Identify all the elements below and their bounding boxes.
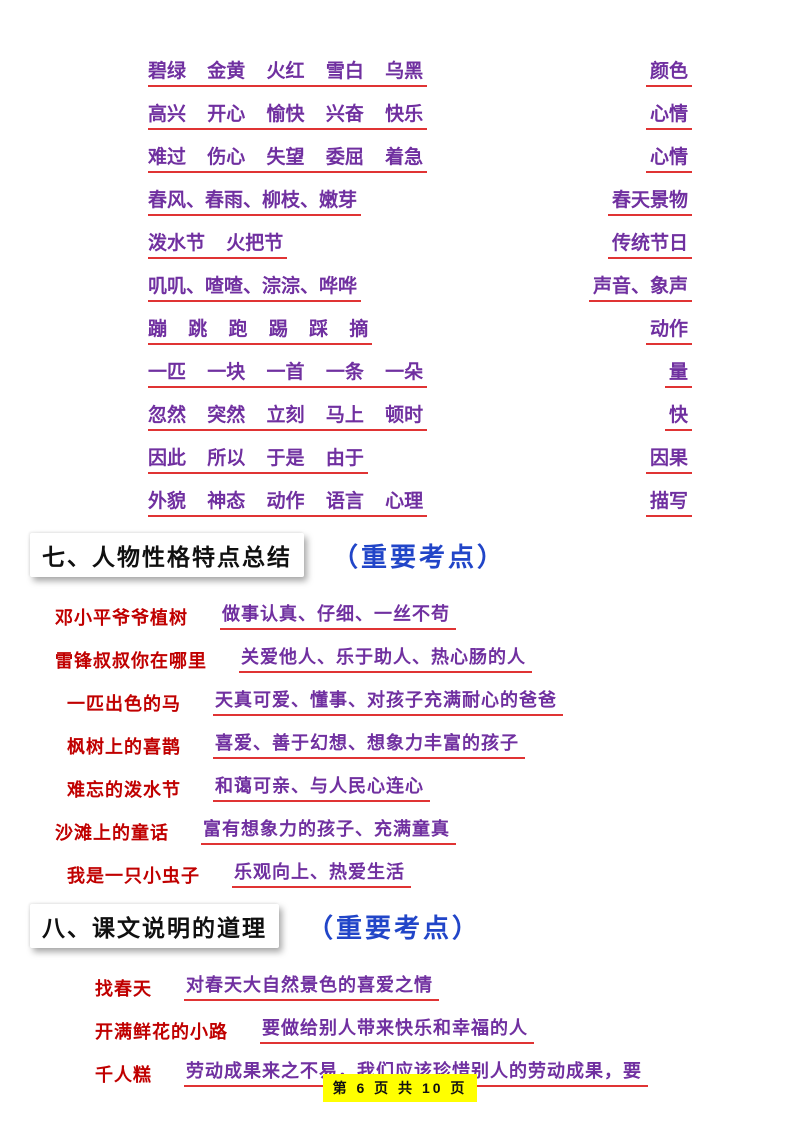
trait-answer: 富有想象力的孩子、充满童真 — [201, 819, 456, 845]
top-fill-in-section: 碧绿 金黄 火红 雪白 乌黑 颜色 高兴 开心 愉快 兴奋 快乐 心情 难过 伤… — [0, 0, 800, 517]
question-words: 难过 伤心 失望 委屈 着急 — [148, 147, 428, 173]
fill-in-row: 难过 伤心 失望 委屈 着急 心情 — [148, 130, 692, 173]
trait-answer: 做事认真、仔细、一丝不苟 — [220, 604, 456, 630]
fill-in-row: 泼水节 火把节 传统节日 — [148, 216, 692, 259]
lesson-title: 找春天 — [95, 979, 152, 1000]
answer-words: 颜色 — [645, 61, 692, 87]
lesson-moral-row: 开满鲜花的小路 要做给别人带来快乐和幸福的人 — [55, 1001, 745, 1044]
lesson-title: 开满鲜花的小路 — [95, 1022, 228, 1043]
answer-words: 描写 — [645, 491, 692, 517]
fill-in-row: 春风、春雨、柳枝、嫩芽 春天景物 — [148, 173, 692, 216]
section7-exam-badge: （重要考点） — [332, 541, 507, 572]
trait-row: 难忘的泼水节 和蔼可亲、与人民心连心 — [55, 759, 745, 802]
page-number-label: 第 6 页 共 10 页 — [322, 1074, 478, 1102]
trait-row: 我是一只小虫子 乐观向上、热爱生活 — [55, 845, 745, 888]
lesson-title: 邓小平爷爷植树 — [55, 608, 188, 629]
question-words: 碧绿 金黄 火红 雪白 乌黑 — [148, 61, 428, 87]
trait-row: 枫树上的喜鹊 喜爱、善于幻想、想象力丰富的孩子 — [55, 716, 745, 759]
lesson-title: 千人糕 — [95, 1065, 152, 1086]
fill-in-row: 一匹 一块 一首 一条 一朵 量 — [148, 345, 692, 388]
section8-rows: 找春天 对春天大自然景色的喜爱之情 开满鲜花的小路 要做给别人带来快乐和幸福的人… — [0, 956, 800, 1087]
moral-answer: 对春天大自然景色的喜爱之情 — [184, 975, 439, 1001]
question-words: 因此 所以 于是 由于 — [148, 448, 368, 474]
trait-answer: 乐观向上、热爱生活 — [232, 862, 411, 888]
trait-answer: 关爱他人、乐于助人、热心肠的人 — [239, 647, 532, 673]
question-words: 叽叽、喳喳、淙淙、哗哗 — [148, 276, 362, 302]
question-words: 高兴 开心 愉快 兴奋 快乐 — [148, 104, 428, 130]
section8-title: 八、课文说明的道理 — [30, 904, 279, 948]
section7-header: 七、人物性格特点总结 （重要考点） — [30, 533, 800, 577]
lesson-title: 枫树上的喜鹊 — [67, 737, 181, 758]
lesson-title: 沙滩上的童话 — [55, 823, 169, 844]
answer-words: 春天景物 — [607, 190, 692, 216]
trait-answer: 天真可爱、懂事、对孩子充满耐心的爸爸 — [213, 690, 563, 716]
question-words: 泼水节 火把节 — [148, 233, 288, 259]
section7-rows: 邓小平爷爷植树 做事认真、仔细、一丝不苟 雷锋叔叔你在哪里 关爱他人、乐于助人、… — [0, 585, 800, 888]
lesson-title: 雷锋叔叔你在哪里 — [55, 651, 207, 672]
section8-exam-badge: （重要考点） — [307, 912, 482, 943]
question-words: 外貌 神态 动作 语言 心理 — [148, 491, 428, 517]
answer-words: 因果 — [645, 448, 692, 474]
lesson-title: 难忘的泼水节 — [67, 780, 181, 801]
fill-in-row: 因此 所以 于是 由于 因果 — [148, 431, 692, 474]
trait-row: 一匹出色的马 天真可爱、懂事、对孩子充满耐心的爸爸 — [55, 673, 745, 716]
fill-in-row: 碧绿 金黄 火红 雪白 乌黑 颜色 — [148, 44, 692, 87]
trait-row: 沙滩上的童话 富有想象力的孩子、充满童真 — [55, 802, 745, 845]
fill-in-row: 外貌 神态 动作 语言 心理 描写 — [148, 474, 692, 517]
question-words: 春风、春雨、柳枝、嫩芽 — [148, 190, 362, 216]
fill-in-row: 蹦 跳 跑 踢 踩 摘 动作 — [148, 302, 692, 345]
trait-answer: 喜爱、善于幻想、想象力丰富的孩子 — [213, 733, 525, 759]
moral-answer: 要做给别人带来快乐和幸福的人 — [260, 1018, 534, 1044]
answer-words: 快 — [664, 405, 692, 431]
lesson-title: 我是一只小虫子 — [67, 866, 200, 887]
question-words: 忽然 突然 立刻 马上 顿时 — [148, 405, 428, 431]
trait-row: 邓小平爷爷植树 做事认真、仔细、一丝不苟 — [55, 587, 745, 630]
section7-title: 七、人物性格特点总结 — [30, 533, 304, 577]
answer-words: 声音、象声 — [588, 276, 692, 302]
fill-in-row: 高兴 开心 愉快 兴奋 快乐 心情 — [148, 87, 692, 130]
page-footer: 第 6 页 共 10 页 — [0, 1074, 800, 1102]
answer-words: 心情 — [645, 147, 692, 173]
answer-words: 量 — [664, 362, 692, 388]
question-words: 蹦 跳 跑 踢 踩 摘 — [148, 319, 373, 345]
question-words: 一匹 一块 一首 一条 一朵 — [148, 362, 428, 388]
fill-in-row: 叽叽、喳喳、淙淙、哗哗 声音、象声 — [148, 259, 692, 302]
trait-answer: 和蔼可亲、与人民心连心 — [213, 776, 430, 802]
answer-words: 动作 — [645, 319, 692, 345]
answer-words: 心情 — [645, 104, 692, 130]
trait-row: 雷锋叔叔你在哪里 关爱他人、乐于助人、热心肠的人 — [55, 630, 745, 673]
answer-words: 传统节日 — [607, 233, 692, 259]
section8-header: 八、课文说明的道理 （重要考点） — [30, 904, 800, 948]
fill-in-row: 忽然 突然 立刻 马上 顿时 快 — [148, 388, 692, 431]
lesson-moral-row: 找春天 对春天大自然景色的喜爱之情 — [55, 958, 745, 1001]
lesson-title: 一匹出色的马 — [67, 694, 181, 715]
